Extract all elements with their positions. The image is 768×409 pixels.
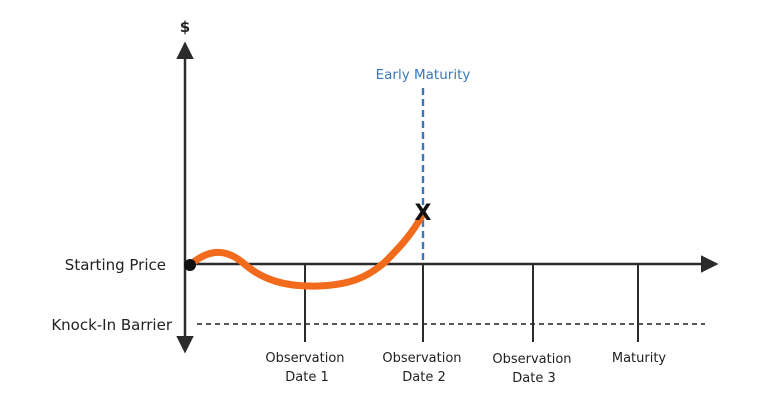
observation-date-1-label: Observation Date 1	[265, 351, 348, 385]
observation-date-1-line2: Date 1	[285, 370, 328, 385]
observation-date-3-label: Observation Date 3	[492, 352, 575, 386]
price-path	[186, 210, 427, 290]
observation-date-2-line2: Date 2	[402, 370, 445, 385]
y-axis-label: $	[180, 18, 190, 36]
starting-price-label: Starting Price	[65, 256, 166, 274]
early-maturity-event-marker: X	[415, 201, 432, 226]
observation-date-2-line1: Observation	[382, 351, 461, 366]
starting-point-dot	[184, 259, 196, 271]
early-maturity-label: Early Maturity	[376, 67, 471, 83]
observation-date-2-label: Observation Date 2	[382, 351, 465, 385]
knock-in-barrier-label: Knock-In Barrier	[51, 316, 173, 334]
maturity-label: Maturity	[612, 351, 667, 366]
observation-date-3-line2: Date 3	[512, 371, 555, 386]
observation-date-1-line1: Observation	[265, 351, 344, 366]
observation-date-3-line1: Observation	[492, 352, 571, 367]
